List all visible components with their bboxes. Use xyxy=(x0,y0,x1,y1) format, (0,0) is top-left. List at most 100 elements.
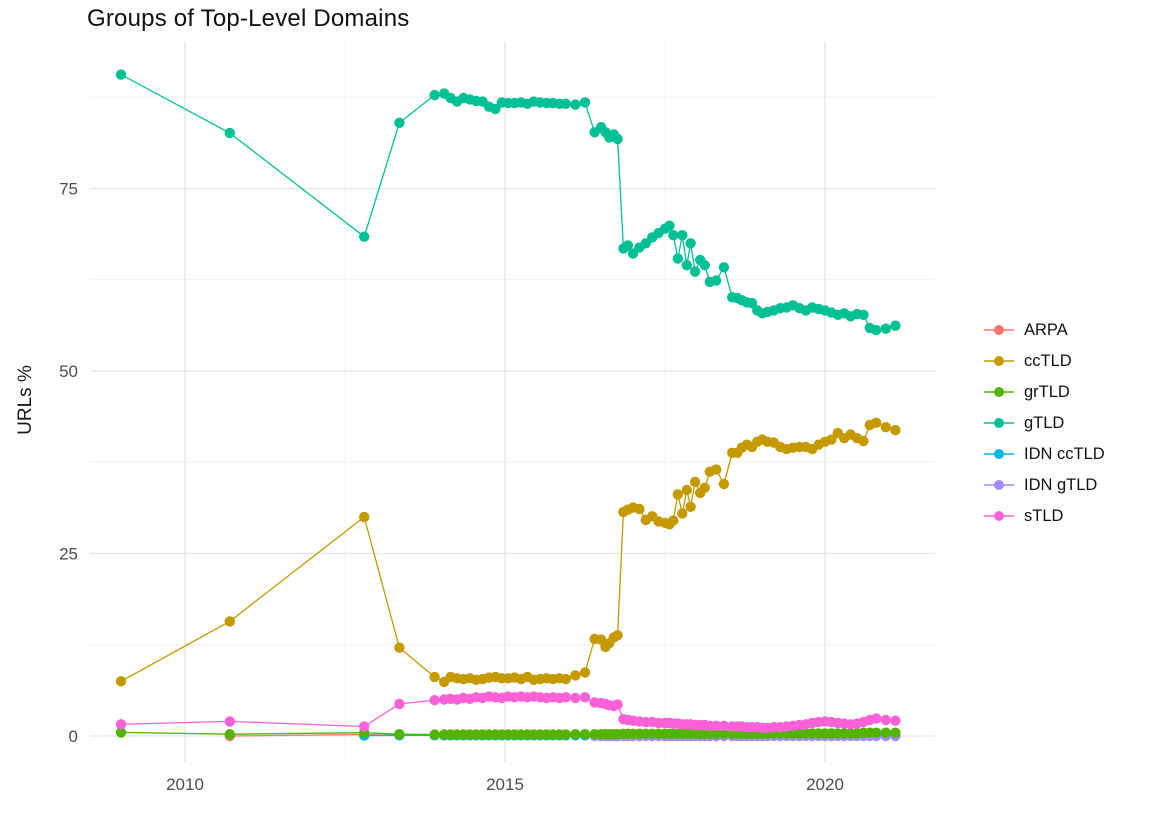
data-point xyxy=(681,260,692,271)
legend-item: IDN ccTLD xyxy=(983,443,1105,465)
legend-key-icon xyxy=(984,480,1014,490)
data-point xyxy=(689,266,701,277)
legend-item-label: sTLD xyxy=(1024,506,1064,525)
data-point xyxy=(718,720,730,731)
data-point xyxy=(429,671,440,683)
data-point xyxy=(880,422,891,433)
data-point xyxy=(579,667,591,678)
data-point xyxy=(115,719,127,730)
data-point xyxy=(672,253,683,264)
data-point xyxy=(224,127,235,139)
legend-item: gTLD xyxy=(983,412,1105,434)
legend-item: ARPA xyxy=(983,319,1105,341)
data-point xyxy=(579,692,591,703)
data-point xyxy=(359,511,370,523)
legend-item-label: ARPA xyxy=(1024,320,1068,339)
data-point xyxy=(668,515,679,526)
data-point xyxy=(560,673,571,685)
data-point xyxy=(711,464,722,475)
data-point xyxy=(579,729,591,740)
data-point xyxy=(858,309,869,320)
data-point xyxy=(429,695,440,706)
data-point xyxy=(871,727,882,738)
x-tick-label: 2020 xyxy=(806,775,844,794)
data-point xyxy=(699,482,710,493)
series-line xyxy=(120,74,896,331)
data-point xyxy=(359,231,370,242)
data-point xyxy=(871,713,882,724)
legend-item: ccTLD xyxy=(983,350,1105,372)
data-point xyxy=(689,476,701,488)
data-point xyxy=(429,89,440,101)
data-point xyxy=(560,98,571,110)
x-tick-label: 2015 xyxy=(486,775,524,794)
data-point xyxy=(880,727,891,738)
series-line xyxy=(120,422,896,683)
chart-title: Groups of Top-Level Domains xyxy=(87,5,410,32)
data-point xyxy=(718,728,730,739)
data-point xyxy=(890,715,901,726)
data-point xyxy=(880,714,891,726)
data-point xyxy=(570,729,581,740)
data-point xyxy=(685,501,696,512)
data-point xyxy=(570,670,581,681)
legend-key-icon xyxy=(984,325,1014,335)
legend-item: IDN gTLD xyxy=(983,474,1105,496)
data-point xyxy=(612,699,623,710)
data-point xyxy=(677,230,688,241)
data-point xyxy=(664,220,675,231)
legend-item: grTLD xyxy=(983,381,1105,403)
y-tick-label: 25 xyxy=(59,545,78,564)
series-stld xyxy=(115,691,901,734)
y-tick-label: 0 xyxy=(69,727,78,746)
data-point xyxy=(579,97,591,108)
data-point xyxy=(672,489,683,500)
data-point xyxy=(858,435,869,447)
data-point xyxy=(880,323,891,334)
data-point xyxy=(699,260,710,271)
y-tick-label: 50 xyxy=(59,362,78,381)
data-point xyxy=(681,484,692,496)
data-point xyxy=(394,729,405,740)
legend-item: sTLD xyxy=(983,505,1105,527)
data-point xyxy=(622,240,634,251)
series-gtld xyxy=(115,69,901,336)
legend-key-icon xyxy=(984,449,1014,459)
data-point xyxy=(224,616,235,627)
data-point xyxy=(871,324,882,336)
data-point xyxy=(359,721,370,732)
data-point xyxy=(871,417,882,428)
data-point xyxy=(490,103,501,115)
data-point xyxy=(570,692,581,704)
data-point xyxy=(826,434,837,445)
data-point xyxy=(429,729,440,740)
data-point xyxy=(394,698,405,710)
data-point xyxy=(224,716,235,727)
data-point xyxy=(570,99,581,110)
data-point xyxy=(685,238,696,249)
data-point xyxy=(718,262,730,273)
data-point xyxy=(668,230,679,241)
data-point xyxy=(115,727,127,738)
legend-item-label: IDN ccTLD xyxy=(1024,444,1105,463)
legend-item-label: IDN gTLD xyxy=(1024,475,1098,494)
series-cctld xyxy=(115,417,901,688)
data-point xyxy=(115,69,127,80)
x-tick-label: 2010 xyxy=(166,775,204,794)
legend-key-icon xyxy=(984,511,1014,521)
legend-key-icon xyxy=(984,387,1014,397)
legend-item-label: gTLD xyxy=(1024,413,1065,432)
data-point xyxy=(746,297,758,309)
legend-key-icon xyxy=(984,356,1014,366)
data-point xyxy=(718,478,730,490)
data-point xyxy=(394,642,405,653)
data-point xyxy=(711,720,722,731)
data-point xyxy=(890,424,901,436)
y-tick-label: 75 xyxy=(59,180,78,199)
data-point xyxy=(612,630,623,641)
data-point xyxy=(711,728,722,739)
legend-item-label: ccTLD xyxy=(1024,351,1072,370)
data-point xyxy=(890,727,901,738)
data-point xyxy=(115,676,127,687)
